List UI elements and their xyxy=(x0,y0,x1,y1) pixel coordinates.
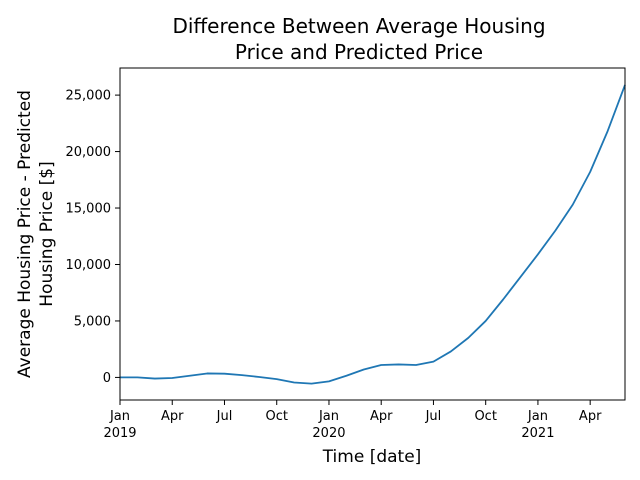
y-tick-label: 25,000 xyxy=(66,89,112,104)
x-tick-label: Oct xyxy=(474,409,496,424)
x-tick-label: Jul xyxy=(425,409,442,424)
x-tick-year-label: 2021 xyxy=(521,426,554,441)
y-axis-label-line-2: Housing Price [$] xyxy=(37,161,57,306)
chart-title: Difference Between Average Housing Price… xyxy=(172,14,545,64)
x-tick-label: Apr xyxy=(161,409,184,424)
x-tick-year-label: 2019 xyxy=(103,426,136,441)
series-layer xyxy=(120,84,626,385)
x-tick-label: Jan xyxy=(318,409,339,424)
y-axis-label-line-1: Average Housing Price - Predicted xyxy=(15,90,35,378)
plot-frame xyxy=(119,67,626,401)
plot-area xyxy=(120,68,625,400)
y-tick-label: 0 xyxy=(103,371,111,386)
x-tick-label: Oct xyxy=(265,409,287,424)
x-tick-label: Apr xyxy=(579,409,602,424)
series-line-0 xyxy=(120,84,626,385)
x-axis-ticks: Jan 2019 Apr Jul Oct Jan 2020 Apr Jul Oct Jan 2021 A… xyxy=(103,400,602,441)
x-tick-label: Jan xyxy=(109,409,130,424)
x-tick-year-label: 2020 xyxy=(312,426,345,441)
y-tick-label: 5,000 xyxy=(74,314,111,329)
y-tick-label: 15,000 xyxy=(66,202,112,217)
y-axis-ticks: 0 5,000 10,000 15,000 20,000 25,000 xyxy=(66,89,120,386)
x-axis-label: Time [date] xyxy=(322,447,422,467)
y-tick-label: 20,000 xyxy=(66,145,112,160)
x-tick-label: Jan xyxy=(527,409,548,424)
x-tick-label: Apr xyxy=(370,409,393,424)
x-tick-label: Jul xyxy=(216,409,233,424)
chart-title-line-2: Price and Predicted Price xyxy=(235,40,483,64)
y-axis-label: Average Housing Price - Predicted Housin… xyxy=(15,90,57,378)
y-tick-label: 10,000 xyxy=(66,258,112,273)
chart-title-line-1: Difference Between Average Housing xyxy=(172,14,545,38)
